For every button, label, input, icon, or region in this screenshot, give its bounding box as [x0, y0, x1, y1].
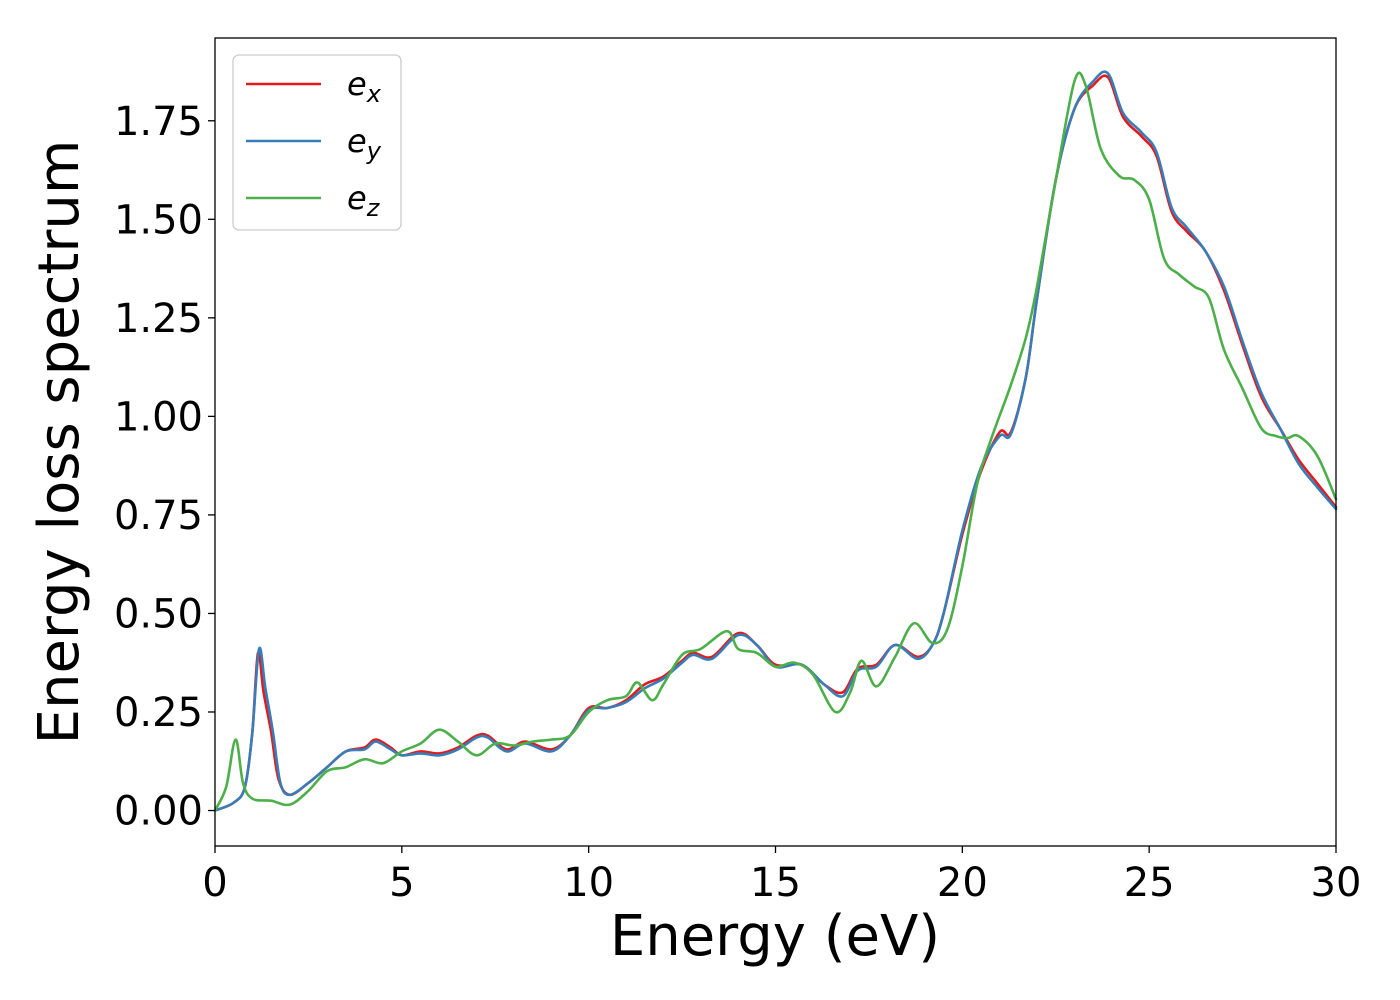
legend-box [232, 54, 402, 231]
legend-label-ex: ex [347, 65, 382, 108]
y-tick-label: 0.25 [114, 690, 203, 736]
series-line-ez [213, 71, 1338, 812]
x-tick-label: 15 [750, 860, 801, 906]
legend: ex ey ez [232, 54, 402, 231]
y-tick-label: 1.75 [114, 99, 203, 145]
legend-label-ez: ez [347, 179, 381, 222]
legend-label-ey: ey [347, 122, 382, 165]
x-tick-label: 20 [937, 860, 988, 906]
y-tick-label: 0.50 [114, 591, 203, 637]
x-tick-label: 30 [1311, 860, 1362, 906]
plot-area [215, 38, 1336, 846]
x-tick-label: 25 [1124, 860, 1175, 906]
y-tick-label: 0.00 [114, 789, 203, 835]
y-tick-label: 0.75 [114, 493, 203, 539]
y-axis-title: Energy loss spectrum [27, 140, 92, 745]
x-axis-title: Energy (eV) [610, 904, 940, 969]
x-tick-label: 0 [202, 860, 227, 906]
y-axis-ticks: 0.00 0.25 0.50 0.75 1.00 1.25 1.50 1.75 [114, 99, 215, 835]
y-tick-label: 1.00 [114, 394, 203, 440]
x-tick-label: 5 [389, 860, 414, 906]
series-group [213, 70, 1338, 812]
x-axis-ticks: 0 5 10 15 20 25 30 [202, 846, 1361, 906]
x-tick-label: 10 [563, 860, 614, 906]
y-tick-label: 1.50 [114, 197, 203, 243]
series-line-ey [213, 70, 1338, 812]
y-tick-label: 1.25 [114, 296, 203, 342]
